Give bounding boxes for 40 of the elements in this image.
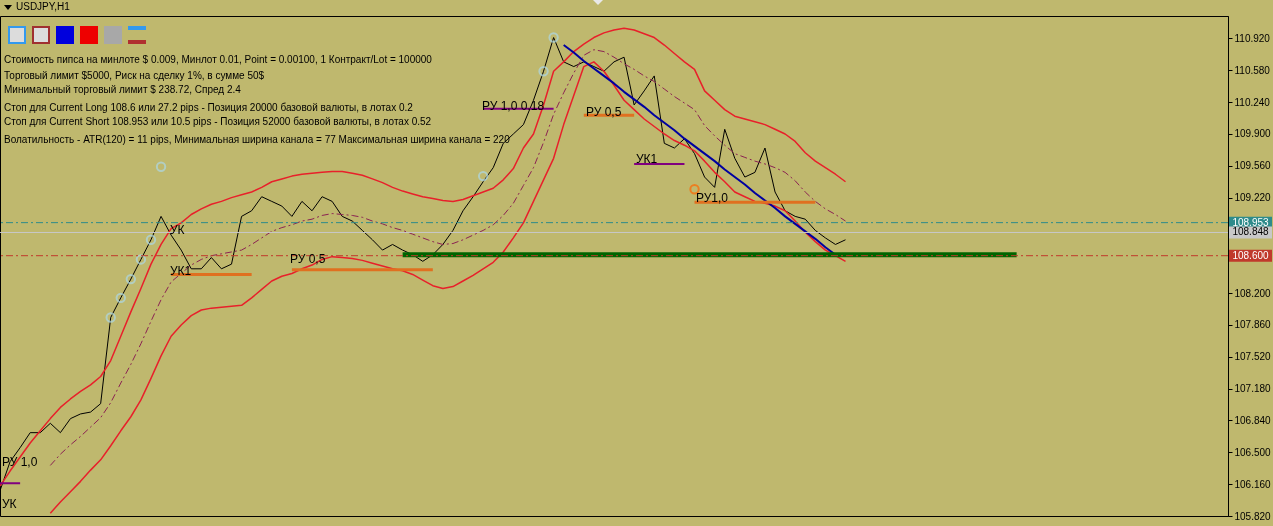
y-tick-label: 110.580 — [1234, 64, 1271, 76]
y-tick-label: 109.900 — [1234, 128, 1272, 140]
y-tick-label: 108.200 — [1234, 287, 1272, 299]
annotation: Стоп для Current Long 108.6 или 27.2 pips - Позиция 20000 базовой валюты, в лотах 0.2 — [4, 102, 413, 113]
y-tick-label: 106.500 — [1234, 446, 1272, 458]
point — [689, 184, 700, 195]
annotation: УК — [2, 497, 17, 511]
point — [115, 292, 126, 304]
y-tick-label: 107.180 — [1234, 383, 1272, 395]
annotation: РУ1,0 — [696, 190, 729, 205]
ref-line-label: 108.953 — [1232, 216, 1270, 228]
ref-line-label: 108.848 — [1232, 226, 1270, 238]
annotation: РУ 0,5 — [586, 104, 622, 119]
point — [125, 273, 137, 285]
annotation: УК1 — [170, 263, 192, 278]
annotation: УК — [170, 223, 185, 238]
y-tick-label: 107.520 — [1234, 351, 1272, 363]
y-tick-label: 107.860 — [1234, 319, 1272, 331]
point — [155, 161, 167, 172]
annotation: РУ 0,5 — [290, 252, 326, 267]
point — [477, 170, 489, 182]
annotation: Торговый лимит $5000, Риск на сделку 1%, в сумме 50$ — [4, 70, 265, 81]
y-tick-label: 109.560 — [1234, 160, 1272, 172]
y-tick-label: 110.920 — [1234, 32, 1271, 44]
y-tick-label: 106.160 — [1234, 478, 1272, 490]
annotation: Стоп для Current Short 108.953 или 10.5 pips - Позиция 52000 базовой валюты, в лотах 0.52 — [4, 116, 432, 127]
annotation: Минимальный торговый лимит $ 238.72, Спред 2.4 — [4, 84, 241, 95]
point — [145, 234, 157, 245]
y-tick-label: 105.820 — [1234, 510, 1272, 522]
annotation: УК1 — [636, 152, 658, 167]
y-tick-label: 109.220 — [1234, 192, 1272, 204]
y-tick-label: 106.840 — [1234, 414, 1272, 426]
ref-line-label: 108.600 — [1232, 249, 1270, 261]
point — [105, 312, 116, 323]
point — [538, 66, 549, 77]
annotation: Стоимость пипса на минлоте $ 0.009, Минлот 0.01, Point = 0.00100, 1 Контракт/Lot = 100000 — [4, 54, 432, 65]
point — [548, 32, 559, 43]
chart-title: USDJPY,H1 — [15, 1, 70, 12]
point — [135, 254, 147, 265]
y-tick-label: 110.240 — [1234, 96, 1271, 108]
